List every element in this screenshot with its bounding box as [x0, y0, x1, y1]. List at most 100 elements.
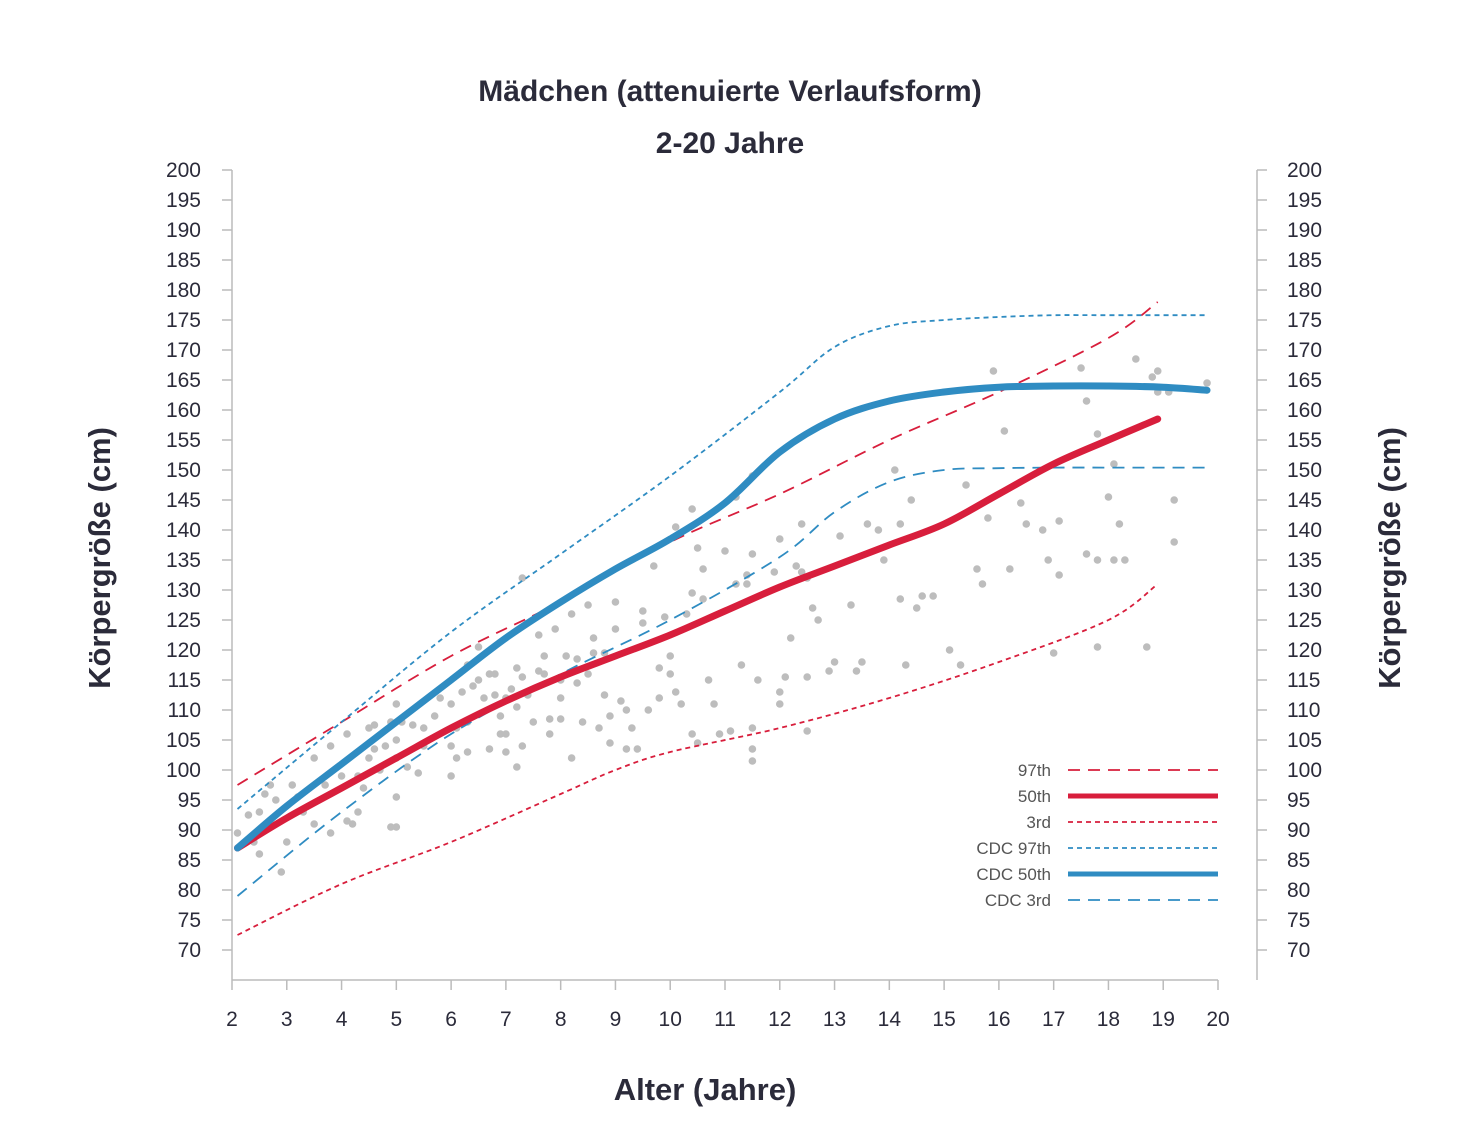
- chart-title: Mädchen (attenuierte Verlaufsform): [478, 75, 981, 108]
- scatter-point: [403, 763, 412, 771]
- scatter-point: [584, 601, 592, 609]
- y-tick-label-right: 170: [1287, 339, 1322, 362]
- scatter-point: [348, 820, 357, 828]
- scatter-point: [973, 565, 981, 573]
- scatter-point: [337, 772, 346, 780]
- y-tick-label-right: 120: [1287, 639, 1322, 662]
- y-tick-label-left: 200: [166, 159, 201, 182]
- y-tick-label-right: 75: [1287, 909, 1310, 932]
- scatter-point: [688, 589, 696, 597]
- scatter-point: [858, 658, 866, 666]
- scatter-point: [540, 670, 549, 678]
- scatter-point: [266, 781, 275, 789]
- x-tick-label: 4: [336, 1008, 348, 1031]
- scatter-point: [589, 634, 598, 642]
- scatter-point: [786, 634, 795, 642]
- scatter-point: [775, 700, 784, 708]
- y-tick-label-left: 185: [166, 249, 201, 272]
- y-tick-label-right: 190: [1287, 219, 1322, 242]
- y-tick-label-right: 130: [1287, 579, 1322, 602]
- scatter-point: [392, 736, 401, 744]
- scatter-point: [1055, 517, 1063, 525]
- scatter-point: [474, 676, 483, 684]
- scatter-point: [901, 661, 910, 669]
- scatter-point: [545, 730, 554, 738]
- scatter-point: [606, 739, 614, 747]
- scatter-point: [452, 754, 461, 762]
- scatter-point: [918, 592, 926, 600]
- y-tick-label-left: 195: [166, 189, 201, 212]
- y-tick-label-right: 145: [1287, 489, 1322, 512]
- scatter-point: [737, 661, 746, 669]
- y-tick-label-right: 125: [1287, 609, 1322, 632]
- x-tick-label: 19: [1152, 1008, 1175, 1031]
- y-tick-label-left: 100: [166, 759, 201, 782]
- scatter-point: [600, 691, 609, 699]
- scatter-point: [891, 466, 899, 474]
- y-tick-label-left: 140: [166, 519, 201, 542]
- scatter-point: [699, 565, 707, 573]
- scatter-point: [261, 790, 269, 798]
- x-tick-label: 12: [768, 1008, 791, 1031]
- x-tick-label: 14: [878, 1008, 902, 1031]
- y-tick-label-right: 80: [1287, 879, 1310, 902]
- scatter-point: [255, 808, 264, 816]
- scatter-point: [896, 595, 905, 603]
- scatter-point: [611, 625, 620, 633]
- y-axis-title-right: Körpergröße (cm): [1372, 427, 1407, 689]
- x-tick-label: 3: [281, 1008, 293, 1031]
- scatter-point: [699, 595, 707, 603]
- scatter-point: [1077, 364, 1085, 372]
- scatter-point: [671, 523, 680, 531]
- legend-label: CDC 97th: [976, 839, 1051, 858]
- scatter-point: [392, 793, 401, 801]
- scatter-point: [244, 811, 253, 819]
- scatter-point: [1203, 379, 1211, 387]
- scatter-point: [491, 691, 499, 699]
- legend: 97th 50th 3rd CDC 97th CDC 50th CDC 3rd: [976, 761, 1218, 910]
- scatter-point: [310, 754, 318, 762]
- scatter-point: [387, 823, 395, 831]
- scatter-point: [814, 616, 822, 624]
- x-tick-label: 7: [500, 1008, 512, 1031]
- scatter-point: [710, 700, 718, 708]
- x-tick-label: 9: [610, 1008, 622, 1031]
- x-tick-label: 18: [1097, 1008, 1120, 1031]
- scatter-point: [1017, 499, 1025, 507]
- scatter-point: [929, 592, 937, 600]
- scatter-point: [743, 580, 751, 588]
- scatter-point: [660, 613, 669, 621]
- scatter-point: [414, 769, 423, 777]
- scatter-point: [628, 724, 636, 732]
- scatter-point: [852, 667, 861, 675]
- scatter-point: [989, 367, 998, 375]
- scatter-point: [518, 673, 527, 681]
- scatter-point: [1110, 460, 1118, 468]
- y-tick-label-right: 135: [1287, 549, 1322, 572]
- y-tick-label-left: 165: [166, 369, 201, 392]
- scatter-point: [688, 730, 696, 738]
- scatter-point: [655, 664, 664, 672]
- y-tick-label-left: 180: [166, 279, 201, 302]
- scatter-point: [825, 667, 833, 675]
- legend-label: CDC 50th: [976, 865, 1051, 884]
- scatter-point: [622, 706, 631, 714]
- y-tick-label-right: 165: [1287, 369, 1322, 392]
- scatter-point: [748, 550, 757, 558]
- scatter-point: [469, 682, 477, 690]
- scatter-point: [507, 685, 516, 693]
- scatter-point: [836, 532, 844, 540]
- scatter-point: [748, 724, 757, 732]
- scatter-point: [1110, 556, 1118, 564]
- scatter-point: [1153, 367, 1162, 375]
- scatter-point: [447, 772, 455, 780]
- scatter-point: [984, 514, 992, 522]
- y-tick-label-left: 145: [166, 489, 201, 512]
- scatter-point: [567, 610, 576, 618]
- scatter-point: [392, 700, 401, 708]
- y-tick-label-left: 110: [168, 699, 201, 722]
- scatter-point: [310, 820, 318, 828]
- scatter-point: [578, 718, 587, 726]
